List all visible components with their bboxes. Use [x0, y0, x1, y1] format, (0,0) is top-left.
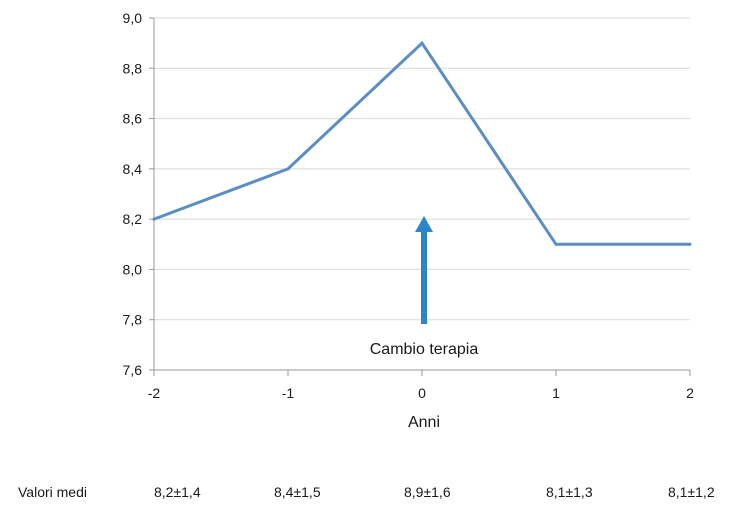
annotation: Cambio terapia: [370, 216, 479, 358]
data-point: [286, 167, 290, 171]
data-point: [688, 242, 692, 246]
series-group: [152, 40, 692, 246]
means-row: Valori medi 8,2±1,4 8,4±1,5 8,9±1,6 8,1±…: [0, 484, 735, 506]
mean-value: 8,4±1,5: [274, 484, 321, 500]
x-tick-label: 0: [418, 385, 426, 401]
mean-value: 8,9±1,6: [404, 484, 451, 500]
means-label: Valori medi: [18, 484, 87, 500]
y-tick-label: 8,8: [123, 60, 143, 76]
annotation-arrow-head: [415, 216, 433, 232]
grid-lines: [154, 17, 690, 321]
y-tick-label: 7,8: [123, 312, 143, 328]
y-tick-label: 8,0: [123, 261, 143, 277]
data-point: [152, 217, 156, 221]
y-tick-label: 8,2: [123, 211, 143, 227]
series-line: [153, 40, 690, 246]
x-tick-label: -1: [282, 385, 295, 401]
mean-value: 8,1±1,3: [546, 484, 593, 500]
x-axis-title: Anni: [408, 414, 440, 431]
line-chart: 7,6 7,8 8,0 8,2 8,4 8,6 8,8 9,0 -2 -1 0 1 2 Cambio …: [123, 10, 695, 431]
mean-value: 8,2±1,4: [154, 484, 201, 500]
y-tick-label: 8,6: [123, 111, 143, 127]
data-point: [554, 242, 558, 246]
x-tick-label: 1: [552, 385, 560, 401]
x-tick-labels: -2 -1 0 1 2: [148, 370, 694, 401]
data-point: [420, 41, 424, 45]
y-tick-labels: 7,6 7,8 8,0 8,2 8,4 8,6 8,8 9,0: [123, 10, 154, 378]
y-tick-label: 8,4: [123, 161, 143, 177]
x-tick-label: 2: [686, 385, 694, 401]
annotation-text: Cambio terapia: [370, 341, 479, 358]
x-tick-label: -2: [148, 385, 161, 401]
y-tick-label: 7,6: [123, 362, 143, 378]
mean-value: 8,1±1,2: [668, 484, 715, 500]
y-tick-label: 9,0: [123, 10, 143, 26]
